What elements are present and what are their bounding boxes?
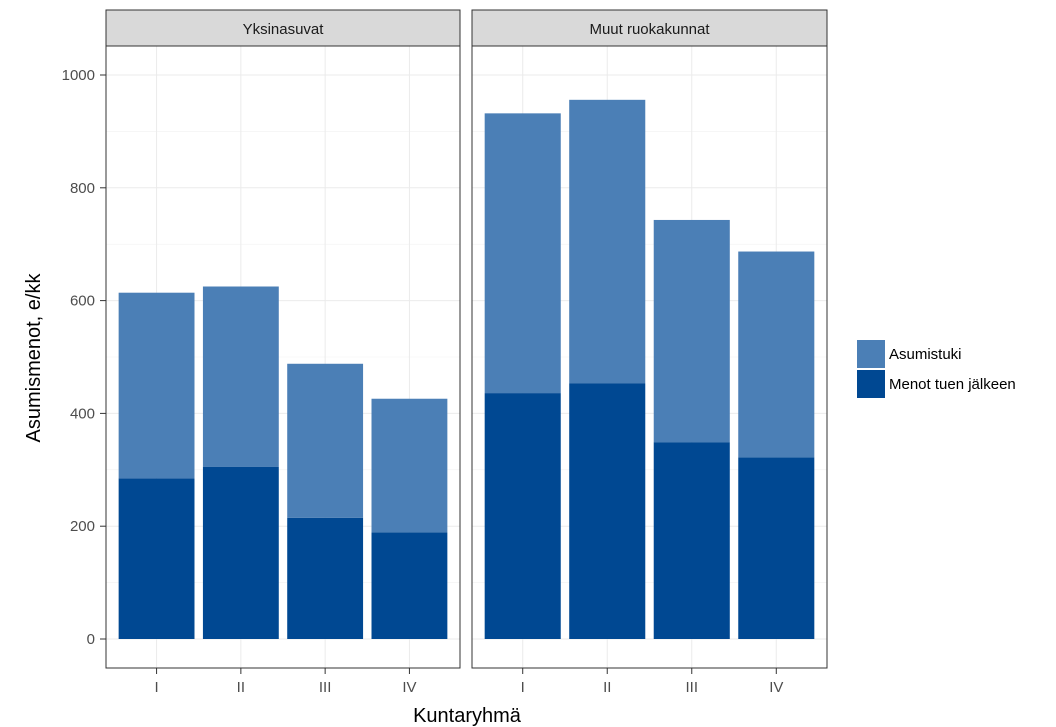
bar-segment: [653, 219, 730, 443]
bar-segment: [287, 517, 364, 639]
x-tick-label: IV: [769, 679, 783, 696]
legend: Asumistuki Menot tuen jälkeen: [857, 340, 1016, 398]
legend-item: Menot tuen jälkeen: [857, 370, 1016, 398]
bar-segment: [202, 286, 279, 467]
y-tick-label: 800: [70, 180, 95, 197]
y-tick-label: 200: [70, 518, 95, 535]
bar-segment: [118, 478, 195, 639]
facet-title: Yksinasuvat: [243, 21, 325, 38]
bar-segment: [569, 99, 646, 384]
bar-segment: [118, 292, 195, 479]
legend-item: Asumistuki: [857, 340, 962, 368]
legend-swatch: [857, 340, 885, 368]
bar-segment: [484, 113, 561, 394]
x-tick-label: II: [603, 679, 611, 696]
bar-segment: [569, 383, 646, 639]
bar-segment: [653, 442, 730, 639]
x-tick-label: IV: [402, 679, 416, 696]
panel-border: [471, 45, 828, 669]
x-tick-label: I: [154, 679, 158, 696]
y-tick-label: 1000: [62, 67, 95, 84]
bar-segment: [287, 363, 364, 518]
x-tick-label: II: [237, 679, 245, 696]
facet-title: Muut ruokakunnat: [589, 21, 710, 38]
y-tick-label: 0: [87, 631, 95, 648]
x-tick-label: III: [686, 679, 699, 696]
x-tick-label: I: [521, 679, 525, 696]
x-axis-title: Kuntaryhmä: [413, 705, 522, 727]
x-tick-label: III: [319, 679, 332, 696]
bar-segment: [371, 398, 448, 533]
bar-segment: [371, 532, 448, 639]
legend-label: Asumistuki: [889, 346, 962, 363]
legend-label: Menot tuen jälkeen: [889, 376, 1016, 393]
bar-segment: [484, 393, 561, 639]
y-tick-label: 600: [70, 293, 95, 310]
y-tick-label: 400: [70, 405, 95, 422]
y-axis-title: Asumismenot, e/kk: [23, 273, 45, 443]
legend-swatch: [857, 370, 885, 398]
bar-segment: [202, 466, 279, 639]
bar-segment: [738, 457, 815, 639]
bar-segment: [738, 251, 815, 458]
panel-border: [105, 45, 461, 669]
